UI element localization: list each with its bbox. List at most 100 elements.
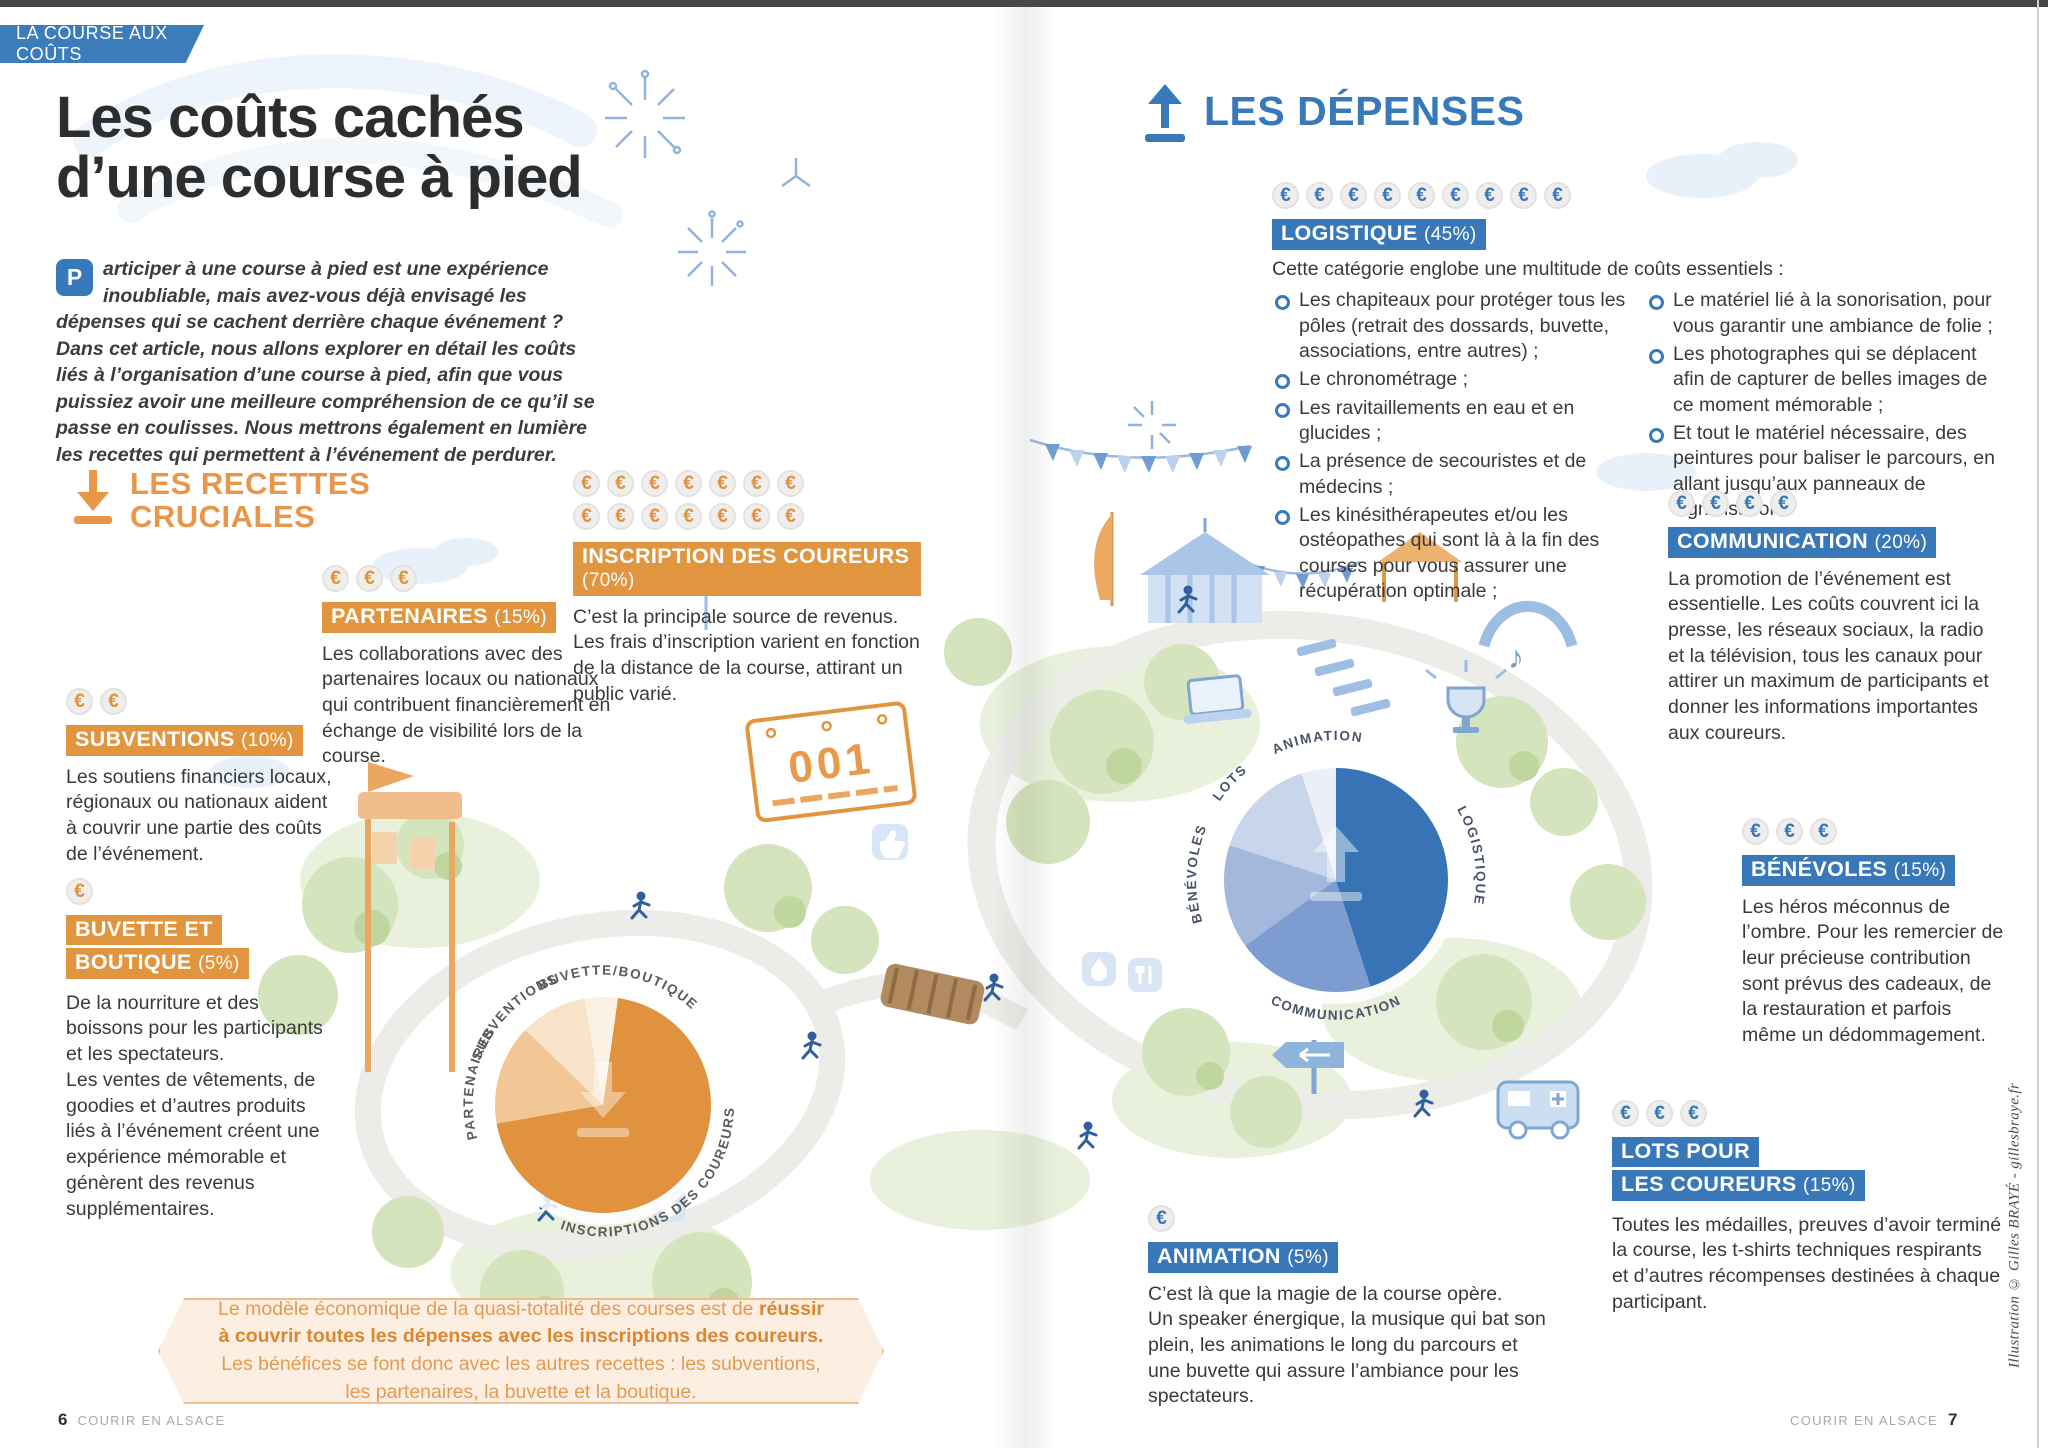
dropcap: P: [56, 259, 93, 296]
euro-coin-icon: €: [641, 503, 668, 530]
footer-left: 6 COURIR EN ALSACE: [58, 1410, 225, 1430]
section-partenaires: € € € PARTENAIRES (15%) Les collaborations…: [322, 565, 614, 770]
laptop-icon: [1183, 674, 1252, 725]
euro-coins: € € €: [322, 565, 614, 592]
up-arrow-icon: [1145, 84, 1185, 142]
page-right-edge: [2037, 0, 2039, 1448]
lots-text: Toutes les médailles, preuves d’avoir te…: [1612, 1213, 2002, 1313]
section-ribbon: LA COURSE AUX COÛTS: [0, 25, 204, 63]
music-note-icon: ♪: [1508, 639, 1524, 675]
note-text: Le modèle économique de la quasi-totalit…: [218, 1297, 759, 1320]
euro-coin-icon: €: [1646, 1100, 1673, 1127]
euro-coin-icon: €: [777, 503, 804, 530]
section-benevoles: € € € BÉNÉVOLES (15%) Les héros méconnus d…: [1742, 818, 2010, 1049]
food-truck-icon: [1496, 1080, 1580, 1140]
inscription-text: C’est la principale source de revenus. L…: [573, 605, 920, 705]
logistique-bullets-right: Le matériel lié à la sonorisation, pour …: [1646, 288, 2006, 607]
benches-icon: [1296, 638, 1391, 717]
euro-coin-icon: €: [390, 565, 417, 592]
recettes-pie-chart: [495, 997, 711, 1213]
illustration-credit: Illustration © Gilles BRAYÉ - gillesbray…: [2006, 1082, 2023, 1368]
water-drop-icon: [1082, 952, 1116, 986]
euro-coins: € € € € € € € € € € € € € €: [573, 470, 921, 530]
partenaires-label: PARTENAIRES (15%): [322, 602, 556, 633]
section-buvette: € BUVETTE ET BOUTIQUE (5%) De la nourrit…: [66, 878, 336, 1222]
footer-magazine-name: COURIR EN ALSACE: [1790, 1413, 1938, 1428]
euro-coins: € € € €: [1668, 490, 2000, 517]
note-bold: réussir à couvrir toutes les dépenses av…: [218, 1297, 824, 1348]
inscription-label: INSCRIPTION DES COUREURS (70%): [573, 542, 921, 596]
pie-label-logistique: LOGISTIQUE: [1454, 803, 1488, 906]
lots-label-line1: LOTS POUR: [1612, 1137, 1760, 1168]
euro-coin-icon: €: [1680, 1100, 1707, 1127]
euro-coin-icon: €: [1306, 182, 1333, 209]
subventions-text: Les soutiens financiers locaux, régionau…: [66, 765, 332, 865]
buvette-label-line2: BOUTIQUE (5%): [66, 948, 249, 979]
euro-coin-icon: €: [356, 565, 383, 592]
euro-coins: € € €: [1742, 818, 2010, 845]
page-title: Les coûts cachés d’une course à pied: [56, 88, 583, 210]
pie-label-communication: COMMUNICATION: [1269, 992, 1404, 1022]
economic-model-note: Le modèle économique de la quasi-totalit…: [158, 1298, 884, 1404]
intro-text: articiper à une course à pied est une ex…: [56, 258, 595, 466]
euro-coin-icon: €: [1742, 818, 1769, 845]
bullet-item: Les kinésithérapeutes et/ou les ostéopat…: [1272, 503, 1632, 604]
euro-coin-icon: €: [1408, 182, 1435, 209]
utensils-icon: [1128, 958, 1162, 992]
bullet-item: La présence de secouristes et de médecin…: [1272, 449, 1632, 500]
euro-coins: € € € € € € € € €: [1272, 182, 2012, 209]
euro-coin-icon: €: [1442, 182, 1469, 209]
buvette-text: De la nourriture et des boissons pour le…: [66, 991, 323, 1220]
section-logistique: € € € € € € € € € LOGISTIQUE (45%) Cette catégor…: [1272, 182, 2012, 607]
logistique-label: LOGISTIQUE (45%): [1272, 219, 1486, 250]
buvette-label-line1: BUVETTE ET: [66, 915, 222, 946]
euro-coin-icon: €: [1702, 490, 1729, 517]
bullet-item: Le chronométrage ;: [1272, 367, 1632, 392]
footer-magazine-name: COURIR EN ALSACE: [77, 1413, 226, 1428]
euro-coin-icon: €: [709, 470, 736, 497]
scan-top-edge: [0, 0, 2048, 7]
euro-coin-icon: €: [1340, 182, 1367, 209]
pie-label-animation: ANIMATION: [1270, 728, 1364, 757]
depenses-pie-chart: [1224, 768, 1448, 992]
euro-coin-icon: €: [322, 565, 349, 592]
euro-coin-icon: €: [641, 470, 668, 497]
depenses-heading-text: LES DÉPENSES: [1204, 88, 1525, 134]
section-subventions: € € SUBVENTIONS (10%) Les soutiens financ…: [66, 688, 334, 867]
lots-label-line2: LES COUREURS (15%): [1612, 1170, 1865, 1201]
euro-coin-icon: €: [573, 470, 600, 497]
euro-coin-icon: €: [100, 688, 127, 715]
recettes-heading: LES RECETTES CRUCIALES: [70, 466, 371, 534]
title-line2: d’une course à pied: [56, 144, 583, 210]
subventions-label: SUBVENTIONS (10%): [66, 725, 303, 756]
euro-coin-icon: €: [1770, 490, 1797, 517]
pie-label-partenaires: PARTENAIRES: [461, 1024, 499, 1142]
pie-label-benevoles: BÉNÉVOLES: [1184, 822, 1210, 925]
page-fold: [992, 0, 1056, 1448]
euro-coin-icon: €: [1544, 182, 1571, 209]
bullet-item: Et tout le matériel nécessaire, des pein…: [1646, 421, 2006, 522]
recettes-heading-line1: LES RECETTES: [130, 466, 371, 501]
partenaires-text: Les collaborations avec des partenaires …: [322, 642, 611, 768]
bullet-item: Les photographes qui se déplacent afin d…: [1646, 342, 2006, 418]
footer-right: COURIR EN ALSACE 7: [1790, 1410, 1957, 1430]
page-number: 7: [1947, 1410, 1958, 1429]
euro-coin-icon: €: [66, 688, 93, 715]
section-inscription: € € € € € € € € € € € € € € INSCRIPTION DES COUREURS…: [573, 470, 921, 708]
marquee-tent-icon: [1140, 518, 1270, 623]
logistique-intro: Cette catégorie englobe une multitude de…: [1272, 257, 1784, 280]
euro-coin-icon: €: [1736, 490, 1763, 517]
euro-coin-icon: €: [1476, 182, 1503, 209]
euro-coin-icon: €: [607, 470, 634, 497]
euro-coin-icon: €: [675, 503, 702, 530]
euro-coin-icon: €: [1612, 1100, 1639, 1127]
signpost-icon: [1272, 1040, 1344, 1094]
animation-label: ANIMATION (5%): [1148, 1242, 1338, 1273]
bullet-item: Les ravitaillements en eau et en glucide…: [1272, 396, 1632, 447]
fireworks-icon: [605, 69, 1176, 449]
intro-paragraph: P articiper à une course à pied est une …: [56, 256, 612, 468]
euro-coin-icon: €: [607, 503, 634, 530]
euro-coin-icon: €: [743, 470, 770, 497]
euro-coin-icon: €: [1776, 818, 1803, 845]
